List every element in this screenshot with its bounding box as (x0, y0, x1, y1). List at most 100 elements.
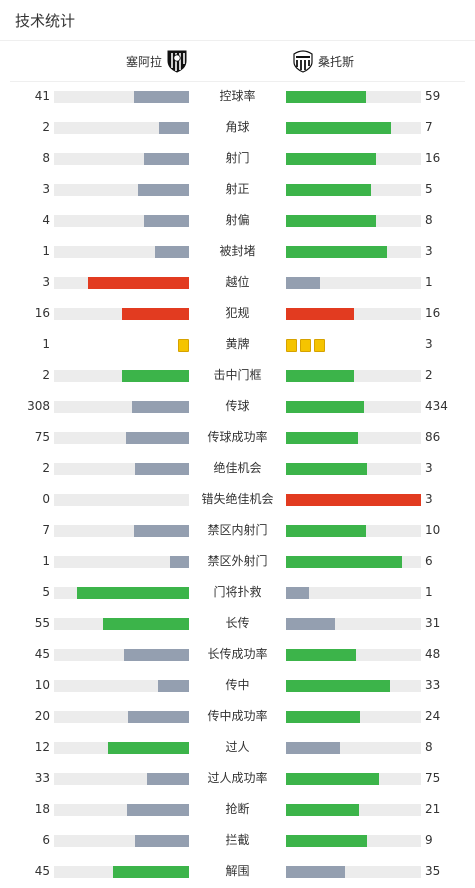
home-bar-track (54, 866, 189, 878)
home-bar-track (54, 587, 189, 599)
stat-row: 4 射偏 8 (0, 205, 475, 236)
yellow-card-icon (286, 339, 297, 352)
away-bar-track (286, 215, 421, 227)
stat-label: 被封堵 (219, 244, 256, 258)
home-bar (76, 587, 189, 599)
stat-label: 射偏 (225, 213, 250, 227)
stat-label: 越位 (225, 275, 250, 289)
away-bar-track (286, 463, 421, 475)
stat-row: 3 射正 5 (0, 174, 475, 205)
home-bar (121, 370, 189, 382)
stat-label: 传中 (225, 678, 250, 692)
stat-label: 错失绝佳机会 (201, 492, 274, 506)
home-bar (144, 153, 189, 165)
home-value: 6 (42, 833, 50, 847)
stat-row: 33 过人成功率 75 (0, 763, 475, 794)
stat-row: 2 击中门框 2 (0, 360, 475, 391)
home-value: 3 (42, 275, 50, 289)
away-value: 86 (425, 430, 441, 444)
stat-label: 过人 (225, 740, 250, 754)
home-bar-track (54, 680, 189, 692)
home-bar-track (54, 525, 189, 537)
page-title: 技术统计 (15, 12, 76, 30)
home-value: 0 (42, 492, 50, 506)
home-value: 20 (34, 709, 50, 723)
stat-label: 拦截 (225, 833, 250, 847)
away-bar (286, 866, 346, 878)
home-bar (155, 246, 189, 258)
away-bar (286, 153, 377, 165)
away-bar-track (286, 277, 421, 289)
away-bar-track (286, 153, 421, 165)
away-bar-track (286, 835, 421, 847)
away-bar (286, 618, 335, 630)
home-bar-track (54, 494, 189, 506)
home-bar (108, 742, 189, 754)
home-value: 4 (42, 213, 50, 227)
home-bar-track (54, 184, 189, 196)
home-bar-track (54, 711, 189, 723)
away-bar (286, 804, 359, 816)
away-bar-track (286, 804, 421, 816)
away-value: 16 (425, 151, 441, 165)
home-bar-track (54, 401, 189, 413)
stat-label: 角球 (225, 120, 250, 134)
away-value: 8 (425, 740, 433, 754)
away-bar (286, 277, 320, 289)
home-bar (135, 463, 189, 475)
home-bar-track (54, 91, 189, 103)
away-bar (286, 370, 354, 382)
away-value: 16 (425, 306, 441, 320)
stat-label: 绝佳机会 (213, 461, 262, 475)
away-bar (286, 556, 403, 568)
home-bar (132, 401, 189, 413)
away-value: 35 (425, 864, 441, 878)
stat-label: 射门 (225, 151, 250, 165)
home-team[interactable]: 塞阿拉 (126, 41, 188, 81)
away-bar-track (286, 711, 421, 723)
home-value: 2 (42, 120, 50, 134)
away-bar (286, 401, 365, 413)
away-value: 8 (425, 213, 433, 227)
stat-row: 0 错失绝佳机会 3 (0, 484, 475, 515)
stat-label: 传球成功率 (207, 430, 268, 444)
home-bar (147, 773, 189, 785)
home-bar-track (54, 432, 189, 444)
away-bar (286, 215, 377, 227)
stat-row: 1 禁区外射门 6 (0, 546, 475, 577)
away-value: 31 (425, 616, 441, 630)
away-bar (286, 835, 367, 847)
home-value: 7 (42, 523, 50, 537)
home-bar (137, 184, 189, 196)
stat-row: 12 过人 8 (0, 732, 475, 763)
home-bar-track (54, 835, 189, 847)
home-bar (157, 680, 189, 692)
away-bar-track (286, 866, 421, 878)
stat-label: 抢断 (225, 802, 250, 816)
away-team[interactable]: 桑托斯 (292, 41, 354, 81)
stat-row: 3 越位 1 (0, 267, 475, 298)
stat-row: 20 传中成功率 24 (0, 701, 475, 732)
home-bar (133, 525, 189, 537)
away-bar (286, 773, 380, 785)
teams-header: 塞阿拉 桑托斯 (10, 41, 465, 82)
home-bar (125, 432, 189, 444)
home-bar-track (54, 122, 189, 134)
home-yellow-cards (178, 339, 189, 352)
home-team-name: 塞阿拉 (125, 54, 162, 69)
stat-label: 门将扑救 (213, 585, 262, 599)
away-bar (286, 308, 354, 320)
home-value: 75 (34, 430, 50, 444)
away-value: 21 (425, 802, 441, 816)
home-bar (126, 804, 189, 816)
away-bar (286, 742, 340, 754)
away-bar (286, 246, 388, 258)
home-bar-track (54, 618, 189, 630)
stat-row: 2 角球 7 (0, 112, 475, 143)
home-value: 41 (34, 89, 50, 103)
home-value: 55 (34, 616, 50, 630)
home-bar-track (54, 804, 189, 816)
away-value: 3 (425, 492, 433, 506)
home-bar-track (54, 215, 189, 227)
stat-label: 控球率 (219, 89, 256, 103)
